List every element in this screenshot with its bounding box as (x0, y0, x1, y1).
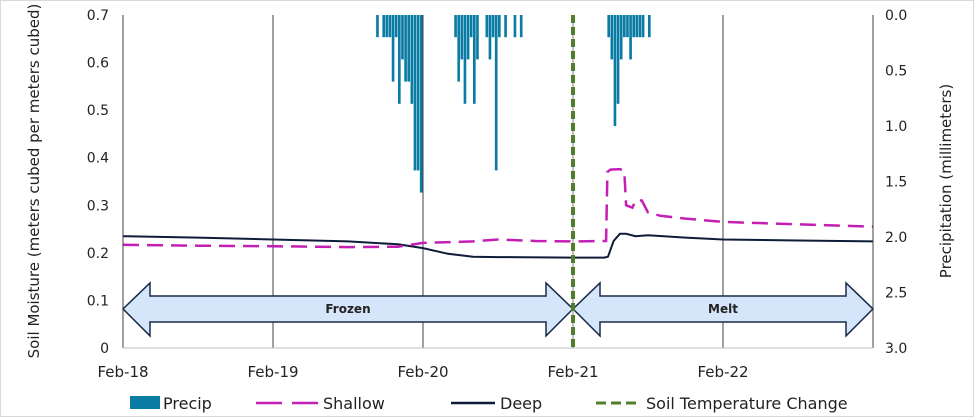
precip-bar (619, 15, 623, 60)
legend-soil-temp-label: Soil Temperature Change (646, 394, 848, 413)
precip-bar (388, 15, 392, 38)
precip-bar (413, 15, 417, 171)
precip-bar (404, 15, 407, 82)
precip-bar (460, 15, 464, 60)
y2-tick-label: 0.5 (885, 64, 907, 80)
precip-bar (394, 15, 398, 38)
precip-bar (632, 15, 636, 38)
precip-bar (504, 15, 507, 38)
precip-bar (635, 15, 639, 38)
legend-shallow-label: Shallow (323, 394, 385, 413)
shallow-line (122, 167, 874, 249)
precip-bar (469, 15, 473, 38)
precip-bar (513, 15, 517, 38)
y2-tick-label: 1.0 (885, 119, 907, 135)
precip-bar (488, 15, 492, 60)
x-tick-label: Feb-22 (697, 363, 748, 381)
y2-tick-label: 2.0 (885, 230, 907, 246)
y2-axis-label: Precipitation (millimeters) (937, 84, 955, 278)
y-tick-label: 0.5 (87, 103, 109, 119)
legend-precip-label: Precip (163, 394, 212, 413)
precip-bar (410, 15, 414, 104)
axes: Feb-18 Feb-19 Feb-20 Feb-21 Feb-22 0 0.1 0.2 0.3… (87, 8, 908, 381)
precip-bar (607, 15, 611, 38)
precip-bar (398, 15, 401, 104)
precip-bar (401, 15, 404, 60)
precip-bar (616, 15, 620, 104)
legend: Precip Shallow Deep Soil Temperature Change (130, 394, 848, 413)
phase-label: Melt (708, 302, 738, 316)
deep-line (122, 232, 874, 259)
precip-bar (613, 15, 617, 126)
precip-bar (463, 15, 467, 104)
precip-bar (485, 15, 489, 38)
x-tick-label: Feb-19 (247, 363, 298, 381)
precip-bar (629, 15, 632, 60)
precip-bar (610, 15, 614, 60)
precip-bar (391, 15, 395, 82)
precip-bar (466, 15, 470, 60)
precip-bar (626, 15, 629, 38)
precip-bar (473, 15, 476, 104)
precip-bar (407, 15, 411, 82)
precip-bar (416, 15, 420, 171)
precip-bar (419, 15, 423, 193)
precip-bar (519, 15, 523, 38)
x-tick-label: Feb-21 (547, 363, 598, 381)
phase-label: Frozen (325, 302, 370, 316)
legend-deep-label: Deep (500, 394, 542, 413)
y2-tick-label: 1.5 (885, 175, 907, 191)
x-tick-label: Feb-20 (397, 363, 448, 381)
y-axis-label: Soil Moisture (meters cubed per meters c… (25, 4, 43, 359)
precip-bar (476, 15, 479, 60)
precip-bar (638, 15, 642, 38)
y-tick-label: 0.3 (87, 198, 109, 214)
y-tick-label: 0 (100, 341, 109, 357)
y-tick-label: 0.2 (87, 246, 109, 262)
y-tick-label: 0.1 (87, 293, 109, 309)
precip-bar (494, 15, 498, 171)
y-tick-label: 0.7 (87, 8, 109, 24)
precip-bar (376, 15, 379, 38)
precip-bar (623, 15, 626, 38)
precip-bar (491, 15, 495, 38)
legend-precip-swatch (130, 396, 160, 409)
y2-tick-label: 3.0 (885, 341, 907, 357)
precip-bar (648, 15, 651, 38)
y2-tick-label: 0.0 (885, 8, 907, 24)
precip-bar (641, 15, 645, 38)
precip-bars (376, 15, 651, 193)
x-tick-label: Feb-18 (97, 363, 148, 381)
precip-bar (454, 15, 457, 38)
precip-bar (382, 15, 386, 38)
y-tick-label: 0.4 (87, 151, 109, 167)
y2-tick-label: 2.5 (885, 286, 907, 302)
phase-arrows: Frozen Melt (121, 15, 875, 348)
y-tick-label: 0.6 (87, 56, 109, 72)
precip-bar (498, 15, 501, 38)
precip-bar (385, 15, 389, 38)
precip-bar (457, 15, 461, 82)
